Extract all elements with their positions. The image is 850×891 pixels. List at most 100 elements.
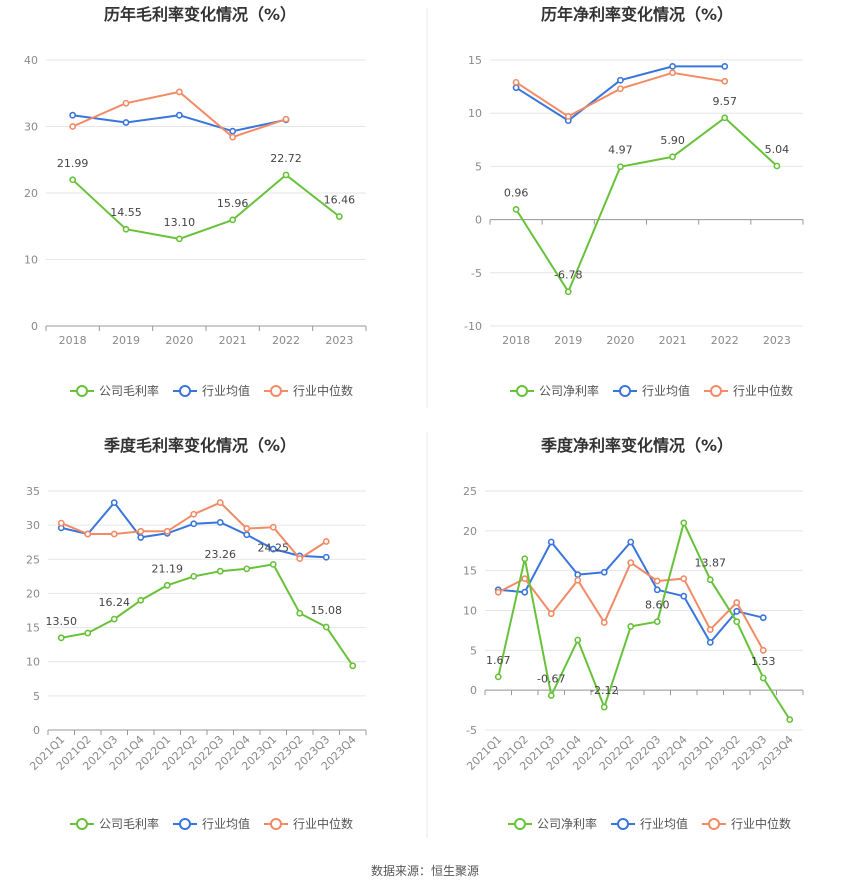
y-tick-label: -5: [471, 267, 482, 280]
data-label: 5.90: [660, 134, 685, 147]
data-point-industry_median: [721, 77, 729, 85]
chart-title: 季度毛利率变化情况（%）: [103, 436, 296, 455]
y-tick-label: 15: [463, 565, 477, 578]
data-label: -0.67: [537, 673, 565, 686]
legend-swatch-marker: [179, 818, 191, 830]
data-point-company: [564, 288, 572, 296]
y-tick-label: -5: [466, 724, 477, 737]
x-tick-label: 2021: [219, 334, 247, 347]
y-tick-label: 30: [24, 121, 38, 134]
data-point-industry_avg: [216, 519, 224, 526]
data-point-industry_avg: [680, 592, 688, 600]
x-tick-label: 2020: [606, 334, 634, 347]
data-point-industry_median: [653, 577, 661, 585]
data-point-industry_avg: [110, 499, 118, 507]
legend-label: 行业均值: [202, 816, 250, 831]
y-tick-label: 30: [26, 519, 40, 532]
data-point-industry_avg: [600, 568, 608, 576]
data-point-industry_median: [243, 525, 251, 532]
data-point-company: [627, 623, 635, 630]
y-tick-label: 5: [33, 690, 40, 703]
data-point-industry_median: [512, 78, 520, 86]
data-label: 16.24: [99, 596, 131, 609]
data-point-industry_avg: [137, 534, 145, 541]
legend-swatch-marker: [516, 385, 528, 397]
data-point-industry_median: [229, 133, 237, 141]
data-point-company: [547, 692, 555, 699]
chart-panel-quarterly-gross-margin: 季度毛利率变化情况（%）051015202530352021Q12021Q220…: [26, 436, 367, 831]
legend-swatch-marker: [619, 385, 631, 397]
series-line-industry_avg: [515, 65, 725, 122]
data-point-company: [175, 235, 183, 243]
legend-swatch-marker: [617, 818, 629, 830]
legend-swatch-marker: [710, 385, 722, 397]
data-point-company: [137, 596, 145, 604]
data-label: 16.46: [324, 194, 356, 207]
chart-title: 季度净利率变化情况（%）: [540, 436, 733, 455]
data-point-company: [706, 576, 714, 584]
legend-label: 行业中位数: [731, 816, 791, 831]
data-label: -6.78: [554, 269, 582, 282]
legend-label: 行业均值: [202, 383, 250, 398]
legend-label: 行业中位数: [733, 383, 793, 398]
data-point-industry_avg: [521, 588, 529, 596]
legend-swatch-marker: [179, 385, 191, 397]
y-tick-label: 40: [24, 54, 38, 67]
y-tick-label: 25: [463, 485, 477, 498]
data-point-company: [296, 609, 304, 617]
y-tick-label: 20: [463, 525, 477, 538]
data-point-industry_avg: [706, 638, 714, 646]
x-tick-label: 2020: [165, 334, 193, 347]
data-point-company: [759, 674, 767, 682]
data-label: 8.60: [645, 599, 670, 612]
data-point-industry_median: [733, 599, 741, 606]
data-point-industry_avg: [653, 586, 661, 594]
data-point-company: [521, 555, 529, 563]
data-point-company: [229, 216, 237, 224]
data-point-industry_median: [600, 619, 608, 626]
data-point-company: [721, 114, 729, 122]
data-point-company: [243, 565, 251, 573]
y-tick-label: 5: [475, 160, 482, 173]
data-label: 0.96: [504, 186, 529, 199]
data-point-company: [653, 618, 661, 626]
data-point-company: [110, 615, 118, 623]
y-tick-label: 0: [470, 684, 477, 697]
data-point-company: [669, 153, 676, 161]
data-point-company: [269, 561, 277, 568]
data-point-company: [574, 636, 582, 644]
data-point-company: [322, 623, 330, 631]
data-point-company: [163, 581, 171, 589]
data-point-industry_median: [110, 530, 118, 538]
x-tick-label: 2019: [112, 334, 140, 347]
legend-label: 行业均值: [642, 383, 690, 398]
data-label: 13.10: [164, 216, 196, 229]
chart-panel-annual-net-margin: 历年净利率变化情况（%） -10 -5 0 5 10 15 2018 2019 2020 2021 2…: [464, 5, 804, 398]
data-point-industry_avg: [547, 538, 555, 546]
data-point-industry_median: [680, 575, 688, 583]
data-label: 1.53: [751, 655, 776, 668]
y-tick-label: 10: [468, 107, 482, 120]
data-point-industry_avg: [69, 111, 77, 119]
y-tick-label: 10: [26, 656, 40, 669]
y-tick-label: 0: [475, 214, 482, 227]
legend-item-company: 公司净利率: [508, 816, 597, 831]
legend-label: 行业中位数: [293, 816, 353, 831]
series-line-company: [72, 173, 340, 240]
data-point-industry_avg: [721, 62, 729, 70]
legend-item-industry_median: 行业中位数: [264, 816, 353, 831]
data-point-industry_median: [706, 626, 714, 634]
data-point-industry_median: [574, 576, 582, 584]
data-point-industry_avg: [269, 545, 277, 553]
data-point-company: [786, 716, 794, 724]
y-tick-label: 20: [26, 587, 40, 600]
data-point-industry_avg: [175, 111, 183, 119]
data-point-industry_median: [759, 646, 767, 654]
data-point-industry_avg: [669, 62, 676, 70]
data-point-industry_avg: [627, 538, 635, 546]
y-tick-label: 10: [463, 605, 477, 618]
legend-item-industry_median: 行业中位数: [704, 383, 793, 398]
legend-swatch-marker: [708, 818, 720, 830]
legend-label: 公司毛利率: [99, 383, 159, 398]
data-point-industry_median: [122, 99, 130, 107]
